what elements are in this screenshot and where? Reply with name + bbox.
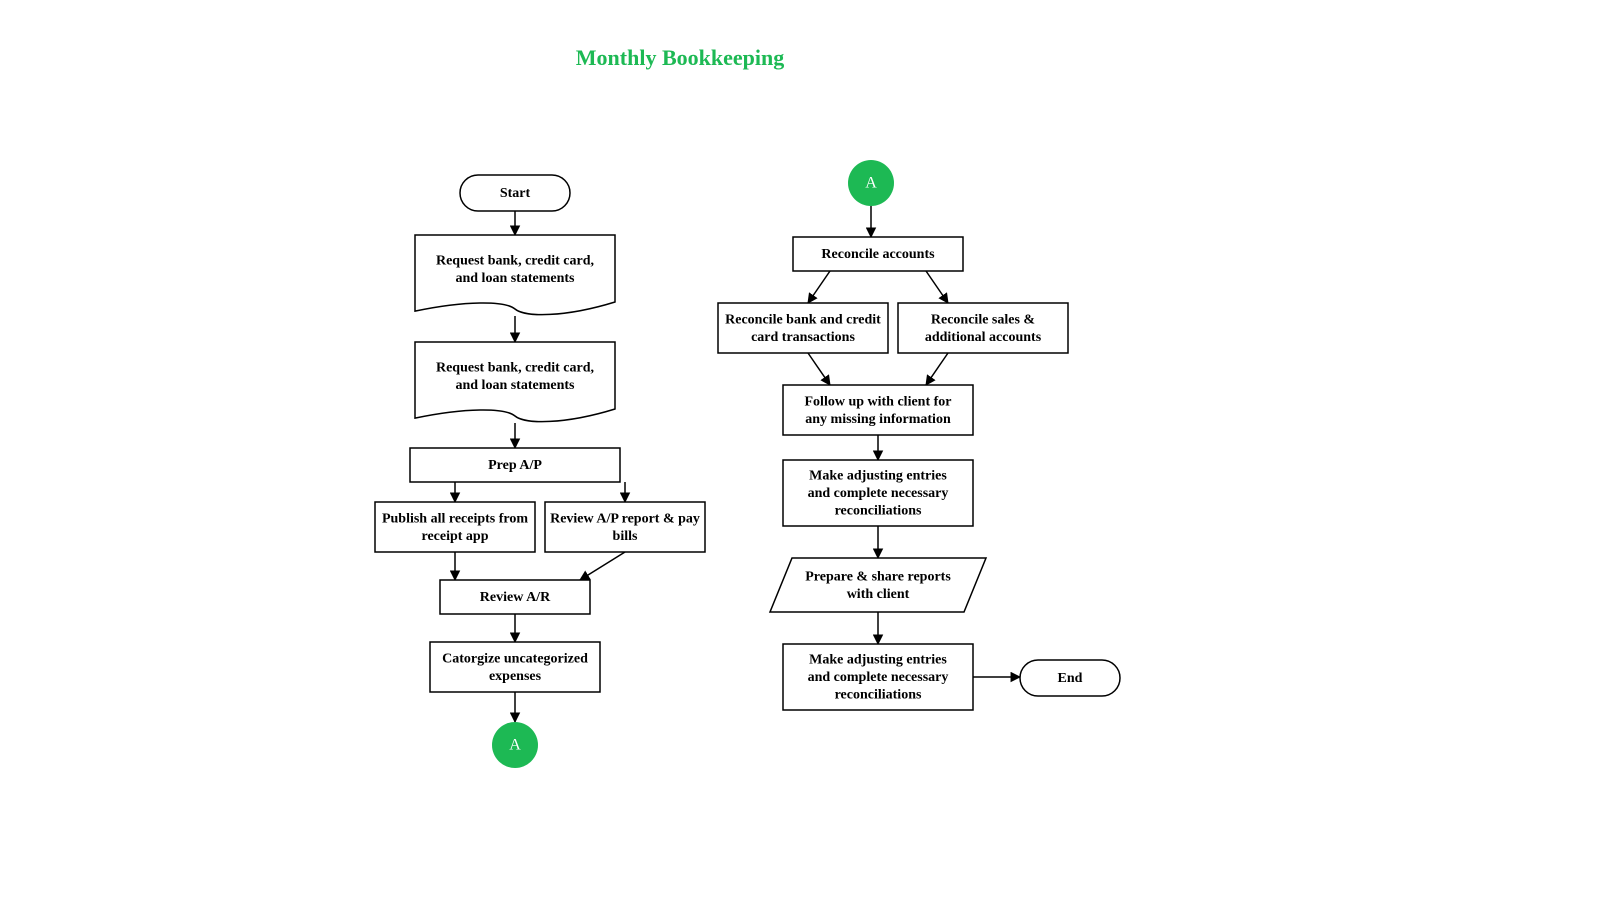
req1-label: and loan statements [455,271,575,286]
node-req2: Request bank, credit card, and loan state… [415,342,615,422]
recbank-label: Reconcile bank and credit [725,312,881,327]
node-connA2: A [848,160,894,206]
recsale-label: Reconcile sales & [931,312,1035,327]
node-recacc: Reconcile accounts [793,237,963,271]
node-prepap: Prep A/P [410,448,620,482]
adj2-label: reconciliations [835,688,922,703]
node-recbank: Reconcile bank and credit card transactio… [718,303,888,353]
adj2-label: and complete necessary [808,670,949,685]
adj1-label: Make adjusting entries [809,469,947,484]
cat-label: expenses [489,669,542,684]
revar-label: Review A/R [480,590,551,605]
node-revar: Review A/R [440,580,590,614]
req1-label: Request bank, credit card, [436,253,594,268]
connA1-label: A [509,737,521,754]
adj2-label: Make adjusting entries [809,653,947,668]
connA2-label: A [865,175,877,192]
edge-6 [580,552,625,580]
pub-label: receipt app [421,529,488,544]
edge-13 [926,353,948,385]
edge-11 [926,271,948,303]
node-recsale: Reconcile sales & additional accounts [898,303,1068,353]
adj1-label: reconciliations [835,504,922,519]
start-label: Start [500,186,531,201]
follow-label: Follow up with client for [805,394,952,409]
node-cat: Catorgize uncategorized expenses [430,642,600,692]
cat-label: Catorgize uncategorized [442,651,588,666]
revap-label: bills [613,529,638,544]
edge-10 [808,271,830,303]
adj1-label: and complete necessary [808,486,949,501]
req2-label: Request bank, credit card, [436,360,594,375]
node-end: End [1020,660,1120,696]
recsale-label: additional accounts [925,330,1042,345]
node-req1: Request bank, credit card, and loan state… [415,235,615,315]
prep-label: Prepare & share reports [805,569,951,584]
pub-label: Publish all receipts from [382,511,528,526]
revap-label: Review A/P report & pay [550,511,700,526]
node-follow: Follow up with client for any missing inf… [783,385,973,435]
recacc-label: Reconcile accounts [821,247,935,262]
node-revap: Review A/P report & pay bills [545,502,705,552]
prepap-label: Prep A/P [488,458,542,473]
node-adj2: Make adjusting entries and complete neces… [783,644,973,710]
node-start: Start [460,175,570,211]
flowchart-canvas: Start Request bank, credit card, and loan … [0,0,1600,900]
recbank-label: card transactions [751,330,855,345]
diagram-title: Monthly Bookkeeping [576,45,784,70]
node-pub: Publish all receipts from receipt app [375,502,535,552]
node-prep: Prepare & share reports with client [770,558,986,612]
edge-12 [808,353,830,385]
prep-label: with client [847,587,910,602]
follow-label: any missing information [805,412,951,427]
end-label: End [1058,671,1083,686]
node-adj1: Make adjusting entries and complete neces… [783,460,973,526]
node-connA1: A [492,722,538,768]
req2-label: and loan statements [455,378,575,393]
